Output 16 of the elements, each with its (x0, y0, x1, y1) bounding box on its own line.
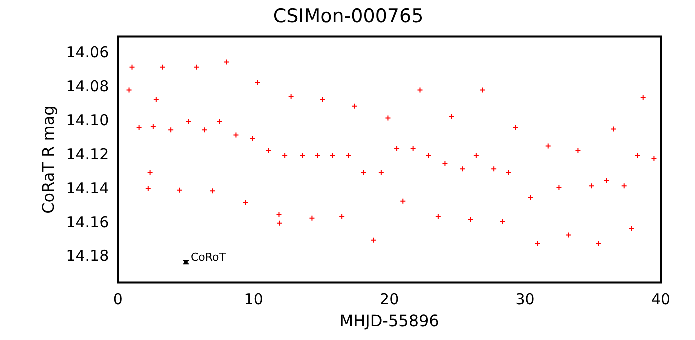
y-tick-label: 14.10 (66, 112, 110, 130)
y-tick-label: 14.18 (66, 247, 110, 266)
x-tick-label: 40 (651, 290, 671, 309)
series-label: CoRoT (191, 250, 226, 264)
y-tick-label: 14.08 (66, 78, 110, 96)
x-tick-label: 10 (244, 290, 264, 309)
y-tick-label: 14.06 (66, 44, 110, 62)
x-axis-title: MHJD-55896 (340, 312, 440, 331)
y-tick-label: 14.16 (66, 213, 110, 232)
x-tick-label: 20 (380, 290, 400, 309)
x-tick-label: 0 (113, 290, 123, 309)
chart-title: CSIMon-000765 (273, 5, 424, 28)
y-tick-label: 14.12 (66, 145, 110, 164)
y-axis-title: CoRaT R mag (38, 106, 58, 214)
x-tick-label: 30 (516, 290, 535, 309)
y-tick-label: 14.14 (66, 179, 110, 198)
